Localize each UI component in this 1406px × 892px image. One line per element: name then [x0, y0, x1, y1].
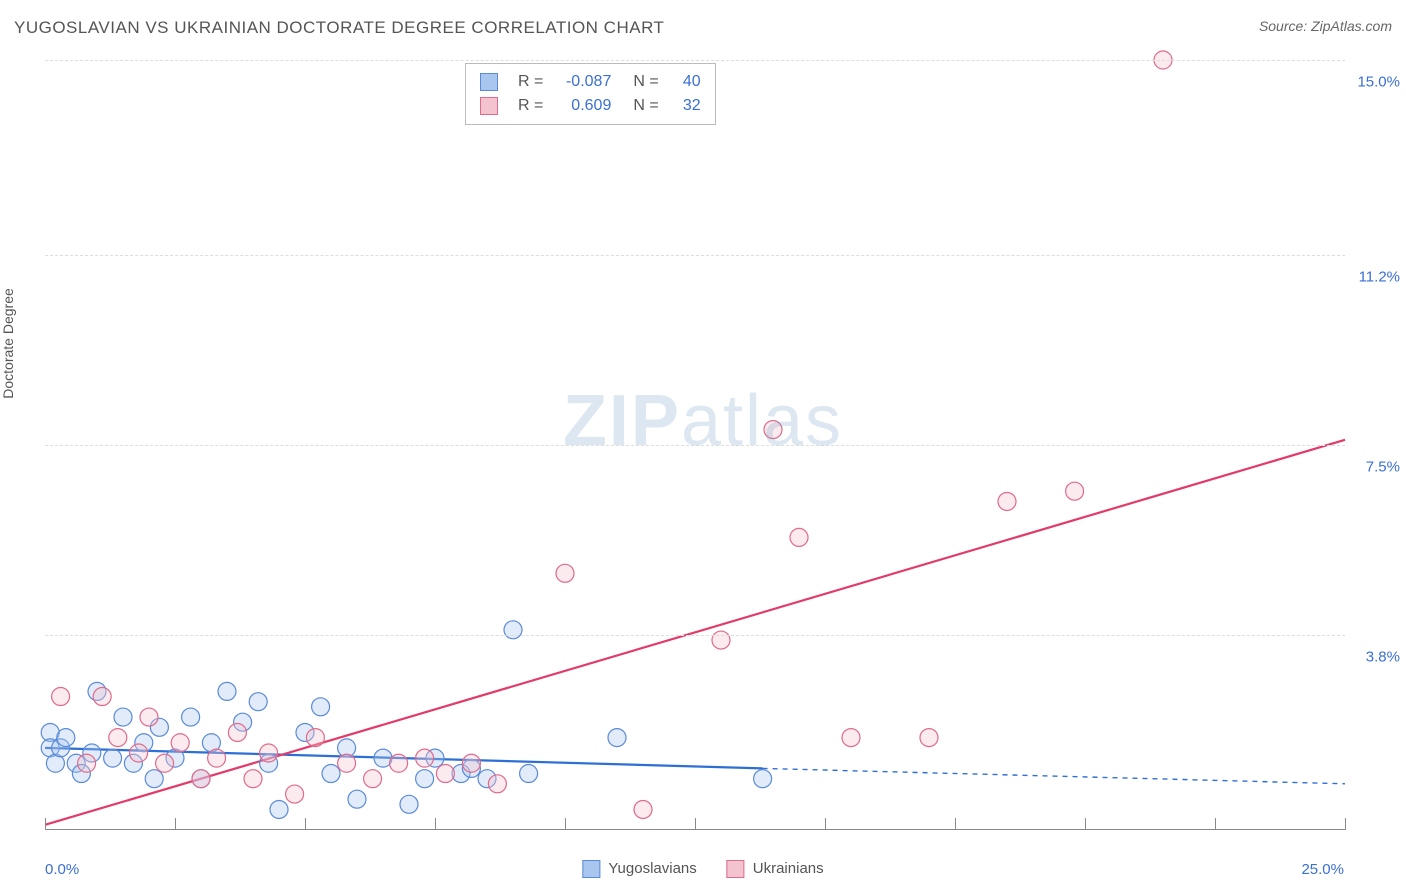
data-point	[228, 723, 246, 741]
data-point	[114, 708, 132, 726]
data-point	[634, 800, 652, 818]
data-point	[400, 795, 418, 813]
trend-line-extension	[763, 768, 1345, 783]
x-tick	[695, 818, 696, 830]
data-point	[244, 770, 262, 788]
data-point	[842, 729, 860, 747]
source-name: ZipAtlas.com	[1311, 18, 1392, 34]
data-point	[348, 790, 366, 808]
y-tick-label: 11.2%	[1359, 269, 1400, 286]
data-point	[130, 744, 148, 762]
x-tick	[565, 818, 566, 830]
swatch-ukrainians	[727, 860, 745, 878]
r-label: R =	[518, 94, 543, 118]
x-tick	[1345, 818, 1346, 830]
legend-item-ukrainians: Ukrainians	[727, 860, 824, 878]
data-point	[416, 770, 434, 788]
gridline	[45, 255, 1345, 256]
data-point	[93, 688, 111, 706]
data-point	[416, 749, 434, 767]
x-tick	[1085, 818, 1086, 830]
data-point	[156, 754, 174, 772]
legend-item-yugoslavians: Yugoslavians	[582, 860, 696, 878]
data-point	[338, 754, 356, 772]
x-tick	[955, 818, 956, 830]
correlation-stats-box: R = -0.087 N = 40 R = 0.609 N = 32	[465, 63, 716, 125]
x-axis-min-label: 0.0%	[45, 861, 79, 878]
data-point	[286, 785, 304, 803]
data-point	[192, 770, 210, 788]
source-attribution: Source: ZipAtlas.com	[1259, 18, 1392, 34]
data-point	[364, 770, 382, 788]
chart-header: YUGOSLAVIAN VS UKRAINIAN DOCTORATE DEGRE…	[14, 18, 1392, 38]
data-point	[436, 765, 454, 783]
data-point	[52, 688, 70, 706]
data-point	[182, 708, 200, 726]
data-point	[462, 754, 480, 772]
legend-label-ukrainians: Ukrainians	[753, 860, 824, 877]
data-point	[998, 492, 1016, 510]
y-axis-label: Doctorate Degree	[0, 288, 16, 399]
swatch-yugoslavians	[582, 860, 600, 878]
data-point	[208, 749, 226, 767]
data-point	[249, 693, 267, 711]
y-tick-label: 7.5%	[1366, 459, 1400, 476]
data-point	[218, 682, 236, 700]
data-point	[608, 729, 626, 747]
data-point	[504, 621, 522, 639]
stats-row: R = -0.087 N = 40	[480, 70, 701, 94]
data-point	[109, 729, 127, 747]
data-point	[790, 528, 808, 546]
stats-swatch	[480, 97, 498, 115]
x-tick	[45, 818, 46, 830]
data-point	[764, 421, 782, 439]
x-tick	[825, 818, 826, 830]
data-point	[57, 729, 75, 747]
x-axis-max-label: 25.0%	[1301, 861, 1344, 878]
data-point	[488, 775, 506, 793]
r-value: -0.087	[551, 70, 611, 94]
x-tick	[305, 818, 306, 830]
legend-label-yugoslavians: Yugoslavians	[608, 860, 696, 877]
data-point	[306, 729, 324, 747]
y-tick-label: 15.0%	[1357, 74, 1400, 91]
data-point	[556, 564, 574, 582]
data-point	[520, 765, 538, 783]
n-label: N =	[633, 94, 658, 118]
x-tick	[435, 818, 436, 830]
chart-title: YUGOSLAVIAN VS UKRAINIAN DOCTORATE DEGRE…	[14, 18, 664, 38]
n-label: N =	[633, 70, 658, 94]
x-tick	[1215, 818, 1216, 830]
data-point	[712, 631, 730, 649]
data-point	[171, 734, 189, 752]
stats-swatch	[480, 73, 498, 91]
data-point	[104, 749, 122, 767]
data-point	[322, 765, 340, 783]
stats-row: R = 0.609 N = 32	[480, 94, 701, 118]
r-value: 0.609	[551, 94, 611, 118]
gridline	[45, 445, 1345, 446]
gridline	[45, 60, 1345, 61]
data-point	[390, 754, 408, 772]
n-value: 32	[667, 94, 701, 118]
data-point	[270, 800, 288, 818]
source-prefix: Source:	[1259, 18, 1311, 34]
legend: Yugoslavians Ukrainians	[582, 860, 823, 878]
data-point	[312, 698, 330, 716]
plot-area: R =-0.087N =40R =0.609N =32 3.8%7.5%11.2…	[45, 60, 1345, 830]
gridline	[45, 635, 1345, 636]
data-point	[78, 754, 96, 772]
data-point	[920, 729, 938, 747]
x-tick	[175, 818, 176, 830]
n-value: 40	[667, 70, 701, 94]
y-tick-label: 3.8%	[1366, 648, 1400, 665]
data-point	[1066, 482, 1084, 500]
r-label: R =	[518, 70, 543, 94]
data-point	[260, 744, 278, 762]
data-point	[140, 708, 158, 726]
data-point	[754, 770, 772, 788]
data-point	[145, 770, 163, 788]
